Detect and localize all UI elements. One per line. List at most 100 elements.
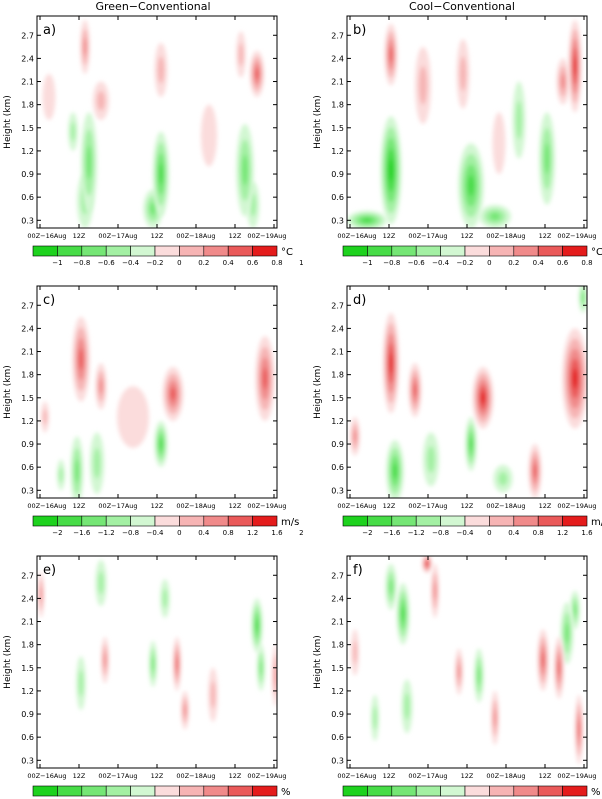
colorbar-label: 1.2 bbox=[247, 529, 258, 537]
contour-level bbox=[389, 579, 393, 595]
contour-level bbox=[469, 437, 473, 451]
contour-level bbox=[159, 163, 163, 185]
y-axis-label: Height (km) bbox=[3, 95, 13, 149]
contour-level bbox=[78, 669, 84, 697]
colorbar-swatch bbox=[154, 785, 180, 797]
x-tick-label: 00Z−18Aug bbox=[486, 772, 525, 780]
contour-level bbox=[353, 429, 357, 443]
contour-level bbox=[498, 471, 508, 486]
contour-level bbox=[426, 561, 428, 566]
colorbar: −15−12−9−6−303691215% bbox=[342, 785, 601, 798]
contour-cell bbox=[201, 104, 217, 167]
y-tick-label: 1.8 bbox=[21, 371, 34, 380]
contour-level bbox=[242, 154, 248, 186]
contour-level bbox=[401, 606, 405, 622]
contour-cell bbox=[528, 444, 542, 498]
contour-level bbox=[159, 438, 163, 450]
contour-level bbox=[459, 56, 467, 92]
y-tick-label: 1.8 bbox=[21, 101, 34, 110]
contour-cell bbox=[396, 582, 410, 645]
contour-level bbox=[572, 368, 578, 389]
contour-cell bbox=[386, 440, 404, 498]
colorbar-swatch bbox=[489, 785, 515, 797]
panel-a: a) 0.3 0.6 0.9 1.2 1.5 1.8 2.1 2.4 2.7 Height (km)… bbox=[3, 15, 304, 267]
contour-cell bbox=[68, 112, 78, 151]
colorbar-units: °C bbox=[591, 247, 602, 258]
y-tick-label: 2.1 bbox=[331, 618, 344, 627]
contour-level bbox=[255, 68, 259, 80]
contour-cell bbox=[41, 401, 49, 433]
x-tick-label: 12Z bbox=[461, 772, 474, 780]
contour-level bbox=[433, 581, 437, 600]
colorbar-swatch bbox=[464, 515, 490, 527]
contour-cell bbox=[384, 23, 398, 86]
colorbar-swatch bbox=[415, 515, 441, 527]
contour-level bbox=[170, 387, 176, 401]
contour-field bbox=[37, 559, 277, 730]
contour-cell bbox=[431, 563, 439, 618]
colorbar-label: −1.6 bbox=[383, 529, 401, 537]
contour-cell bbox=[81, 112, 97, 213]
colorbar-swatch bbox=[464, 785, 490, 797]
y-tick-label: 0.6 bbox=[21, 463, 34, 472]
colorbar-label: −1 bbox=[52, 259, 62, 267]
colorbar-label: −1.2 bbox=[408, 529, 425, 537]
y-tick-label: 1.5 bbox=[331, 394, 344, 403]
x-tick-label: 00Z−18Aug bbox=[176, 232, 215, 240]
contour-cell bbox=[236, 31, 246, 78]
contour-level bbox=[162, 588, 168, 609]
y-tick-label: 1.8 bbox=[331, 641, 344, 650]
contour-cell bbox=[568, 19, 582, 113]
contour-level bbox=[103, 652, 107, 668]
colorbar-label: 0.6 bbox=[247, 259, 259, 267]
colorbar-swatch bbox=[203, 245, 229, 257]
colorbar: −1−0.8−0.6−0.4−0.200.20.40.60.81°C bbox=[342, 245, 602, 267]
contour-cell bbox=[351, 629, 359, 676]
colorbar-swatch bbox=[440, 785, 466, 797]
contour-level bbox=[176, 657, 178, 671]
y-tick-label: 0.3 bbox=[21, 216, 34, 225]
colorbar-label: −2 bbox=[52, 529, 62, 537]
colorbar-swatch bbox=[415, 785, 441, 797]
colorbar-swatch bbox=[562, 515, 588, 527]
contour-level bbox=[210, 681, 216, 709]
contour-level bbox=[477, 666, 481, 685]
colorbar-label: −0.2 bbox=[147, 259, 164, 267]
contour-level bbox=[480, 391, 486, 404]
x-tick-label: 12Z bbox=[383, 772, 396, 780]
contour-cell bbox=[95, 363, 107, 410]
contour-cell bbox=[154, 420, 168, 468]
colorbar-label: −1 bbox=[362, 259, 372, 267]
colorbar-label: 0 bbox=[487, 529, 491, 537]
contour-cell bbox=[474, 648, 484, 703]
colorbar-label: 0 bbox=[177, 259, 181, 267]
contour-field bbox=[350, 286, 587, 498]
colorbar-label: 0.6 bbox=[557, 259, 569, 267]
y-tick-label: 2.4 bbox=[21, 324, 34, 333]
x-tick-label: 12Z bbox=[73, 502, 86, 510]
colorbar-swatch bbox=[342, 245, 368, 257]
contour-field bbox=[347, 19, 582, 228]
y-tick-label: 2.7 bbox=[331, 301, 344, 310]
contour-cell bbox=[415, 46, 431, 124]
colorbar-swatch bbox=[105, 785, 131, 797]
contour-field bbox=[41, 316, 275, 498]
contour-cell bbox=[422, 556, 432, 573]
contour-level bbox=[259, 660, 263, 676]
colorbar-swatch bbox=[130, 785, 156, 797]
colorbar-swatch bbox=[154, 245, 180, 257]
contour-cell bbox=[562, 328, 587, 429]
y-tick-label: 2.7 bbox=[21, 571, 34, 580]
contour-level bbox=[427, 445, 435, 473]
colorbar-swatch bbox=[415, 245, 441, 257]
contour-cell bbox=[385, 563, 397, 610]
colorbar-swatch bbox=[489, 515, 515, 527]
contour-level bbox=[274, 665, 277, 686]
colorbar-label: −0.8 bbox=[122, 529, 139, 537]
colorbar-label: −0.8 bbox=[432, 529, 449, 537]
x-tick-label: 00Z−19Aug bbox=[247, 232, 286, 240]
colorbar-swatch bbox=[391, 785, 417, 797]
contour-cell bbox=[383, 312, 399, 414]
colorbar: −15−12−9−6−303691215% bbox=[32, 785, 291, 798]
y-tick-label: 0.9 bbox=[21, 440, 34, 449]
